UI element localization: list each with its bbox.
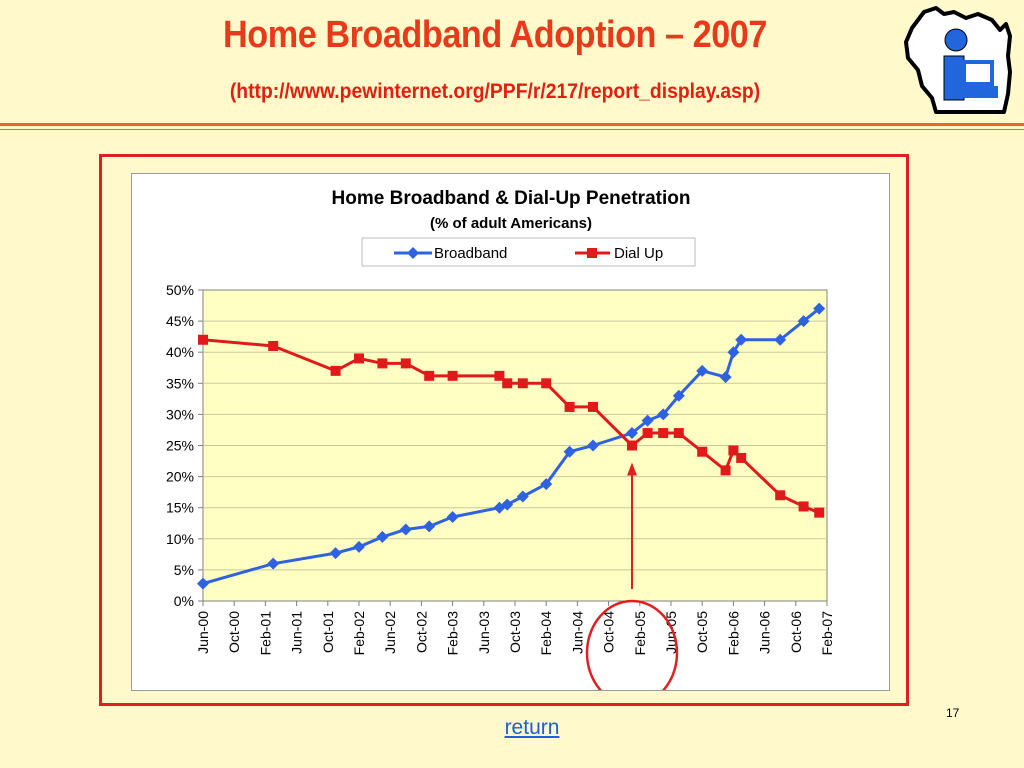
y-tick-label: 20% — [166, 469, 194, 485]
broadband-point — [329, 547, 342, 560]
dialup-point — [697, 446, 708, 457]
x-tick-label: Jun-06 — [757, 611, 773, 654]
broadband-point — [423, 520, 436, 533]
title-divider-thin — [0, 129, 1024, 130]
y-tick-label: 15% — [166, 500, 194, 516]
x-tick-label: Oct-05 — [694, 611, 710, 653]
plot-area: 0% 5% 10% 15% 20% 25% 30% 35% 40% 45% 50% Jun-00 Oct… — [166, 282, 835, 690]
broadband-point — [735, 333, 748, 346]
x-tick-label: Jun-01 — [289, 611, 305, 654]
broadband-point — [797, 315, 810, 328]
broadband-point — [672, 389, 685, 402]
broadband-point — [587, 439, 599, 452]
broadband-point — [197, 577, 209, 590]
broadband-point — [446, 511, 459, 524]
broadband-point — [501, 498, 514, 511]
page-number: 17 — [946, 706, 960, 720]
broadband-point — [719, 371, 732, 384]
broadband-point — [696, 364, 709, 377]
chart-title: Home Broadband & Dial-Up Penetration — [332, 188, 691, 209]
dialup-point — [736, 452, 747, 463]
y-tick-label: 35% — [166, 375, 194, 391]
dialup-point — [658, 428, 669, 439]
chart-container: Home Broadband & Dial-Up Penetration (% … — [131, 173, 890, 691]
x-tick-label: Jun-00 — [195, 611, 211, 654]
broadband-point — [727, 346, 740, 359]
y-tick-label: 25% — [166, 438, 194, 454]
broadband-point — [813, 302, 826, 315]
y-tick-label: 50% — [166, 282, 194, 298]
broadband-point — [376, 530, 389, 543]
annotation-circle — [585, 599, 679, 690]
legend-broadband-marker — [407, 247, 419, 259]
broadband-point — [626, 427, 638, 440]
dialup-point — [814, 507, 825, 518]
dialup-point — [447, 370, 458, 381]
broadband-point — [641, 414, 654, 427]
broadband-point — [353, 540, 365, 553]
dialup-point — [502, 378, 513, 389]
return-link[interactable]: return — [504, 716, 560, 739]
dialup-point — [517, 378, 528, 389]
y-tick-label: 0% — [174, 593, 194, 609]
dialup-point — [673, 428, 684, 439]
y-tick-label: 10% — [166, 531, 194, 547]
dialup-point — [268, 340, 279, 351]
dialup-point — [588, 401, 598, 412]
dialup-point — [400, 358, 411, 369]
dialup-point — [627, 440, 637, 451]
x-tick-label: Oct-00 — [226, 611, 242, 653]
legend-dialup-label: Dial Up — [614, 245, 663, 262]
wisconsin-info-logo-icon — [904, 6, 1012, 114]
x-tick-label: Feb-06 — [725, 611, 741, 656]
chart-legend: Broadband Dial Up — [361, 237, 696, 267]
x-tick-label: Oct-04 — [601, 611, 617, 653]
dialup-point — [198, 334, 208, 345]
dialup-point — [330, 365, 341, 376]
dialup-point — [541, 378, 552, 389]
dialup-point — [424, 370, 435, 381]
y-tick-label: 30% — [166, 406, 194, 422]
x-tick-label: Jun-04 — [569, 611, 585, 654]
title-divider — [0, 123, 1024, 126]
x-tick-label: Oct-06 — [788, 611, 804, 653]
dialup-point — [728, 445, 739, 456]
x-tick-label: Feb-04 — [538, 611, 554, 656]
x-tick-label: Oct-03 — [507, 611, 523, 653]
x-tick-label: Jun-02 — [382, 611, 398, 654]
dialup-point — [564, 401, 575, 412]
slide-title: Home Broadband Adoption – 2007 — [223, 14, 767, 56]
broadband-point — [516, 490, 529, 503]
x-tick-label: Feb-03 — [445, 611, 461, 656]
broadband-point — [657, 408, 670, 421]
x-tick-label: Oct-01 — [320, 611, 336, 653]
broadband-point — [267, 557, 280, 570]
dialup-point — [642, 428, 653, 439]
x-tick-label: Oct-02 — [413, 611, 429, 653]
dialup-point — [775, 490, 786, 501]
chart-subtitle: (% of adult Americans) — [430, 215, 592, 232]
x-tick-label: Feb-07 — [819, 611, 835, 656]
dialup-point — [798, 501, 809, 512]
dialup-point — [354, 353, 364, 364]
legend-dialup-marker — [587, 248, 597, 258]
annotation-arrowhead — [627, 462, 637, 476]
dialup-point — [720, 465, 731, 476]
broadband-point — [563, 445, 576, 458]
chart: Home Broadband & Dial-Up Penetration (% … — [166, 188, 835, 690]
x-tick-label: Feb-02 — [351, 611, 367, 656]
broadband-point — [399, 523, 412, 536]
x-tick-label: Feb-01 — [257, 611, 273, 656]
y-tick-label: 45% — [166, 313, 194, 329]
x-tick-label: Jun-03 — [476, 611, 492, 654]
legend-broadband-label: Broadband — [434, 245, 507, 262]
dialup-point — [494, 370, 505, 381]
y-tick-label: 40% — [166, 344, 194, 360]
y-tick-label: 5% — [174, 562, 194, 578]
broadband-point — [540, 478, 553, 491]
x-tick-label: Feb-05 — [632, 611, 648, 656]
dialup-point — [377, 358, 388, 369]
broadband-point — [774, 333, 787, 346]
slide-subtitle: (http://www.pewinternet.org/PPF/r/217/re… — [229, 80, 761, 103]
